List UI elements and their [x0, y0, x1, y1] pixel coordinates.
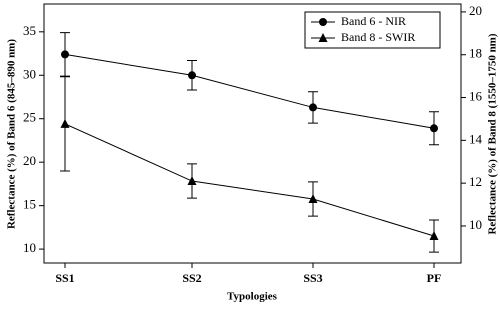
legend-marker [319, 18, 327, 26]
legend-label: Band 6 - NIR [341, 14, 406, 28]
legend-box [304, 11, 441, 49]
y2-tick-label: 20 [469, 3, 482, 18]
y-tick-label: 25 [23, 110, 36, 125]
x-axis-label: Typologies [227, 291, 278, 303]
legend-marker [318, 33, 328, 42]
y-axis-label: Reflectance (%) of Band 6 (845–890 nm) [6, 39, 18, 229]
marker [188, 71, 196, 80]
plot-frame [43, 3, 462, 264]
y2-axis-label: Reflectance (%) of Band 8 (1550–1750 nm) [487, 33, 499, 234]
x-tick-label: SS3 [303, 271, 322, 285]
y2-tick-label: 16 [469, 89, 483, 104]
marker [60, 118, 70, 128]
y-tick-label: 35 [23, 23, 36, 38]
marker [61, 50, 69, 59]
series-line [64, 123, 435, 237]
y-tick-label: 20 [23, 153, 36, 168]
marker [187, 176, 197, 186]
y-tick-label: 30 [23, 66, 36, 81]
marker [309, 103, 317, 112]
y-tick-label: 10 [23, 240, 36, 255]
y2-tick-label: 12 [469, 174, 482, 189]
marker [429, 231, 439, 241]
series-line [64, 53, 435, 129]
legend-label: Band 8 - SWIR [341, 30, 415, 44]
marker [430, 124, 438, 133]
y2-tick-label: 10 [469, 217, 482, 232]
y-tick-label: 15 [23, 197, 36, 212]
x-tick-label: SS1 [55, 271, 74, 285]
y2-tick-label: 18 [469, 46, 482, 61]
marker [308, 193, 318, 203]
x-tick-label: SS2 [182, 271, 201, 285]
x-tick-label: PF [427, 271, 442, 285]
y2-tick-label: 14 [469, 131, 483, 146]
